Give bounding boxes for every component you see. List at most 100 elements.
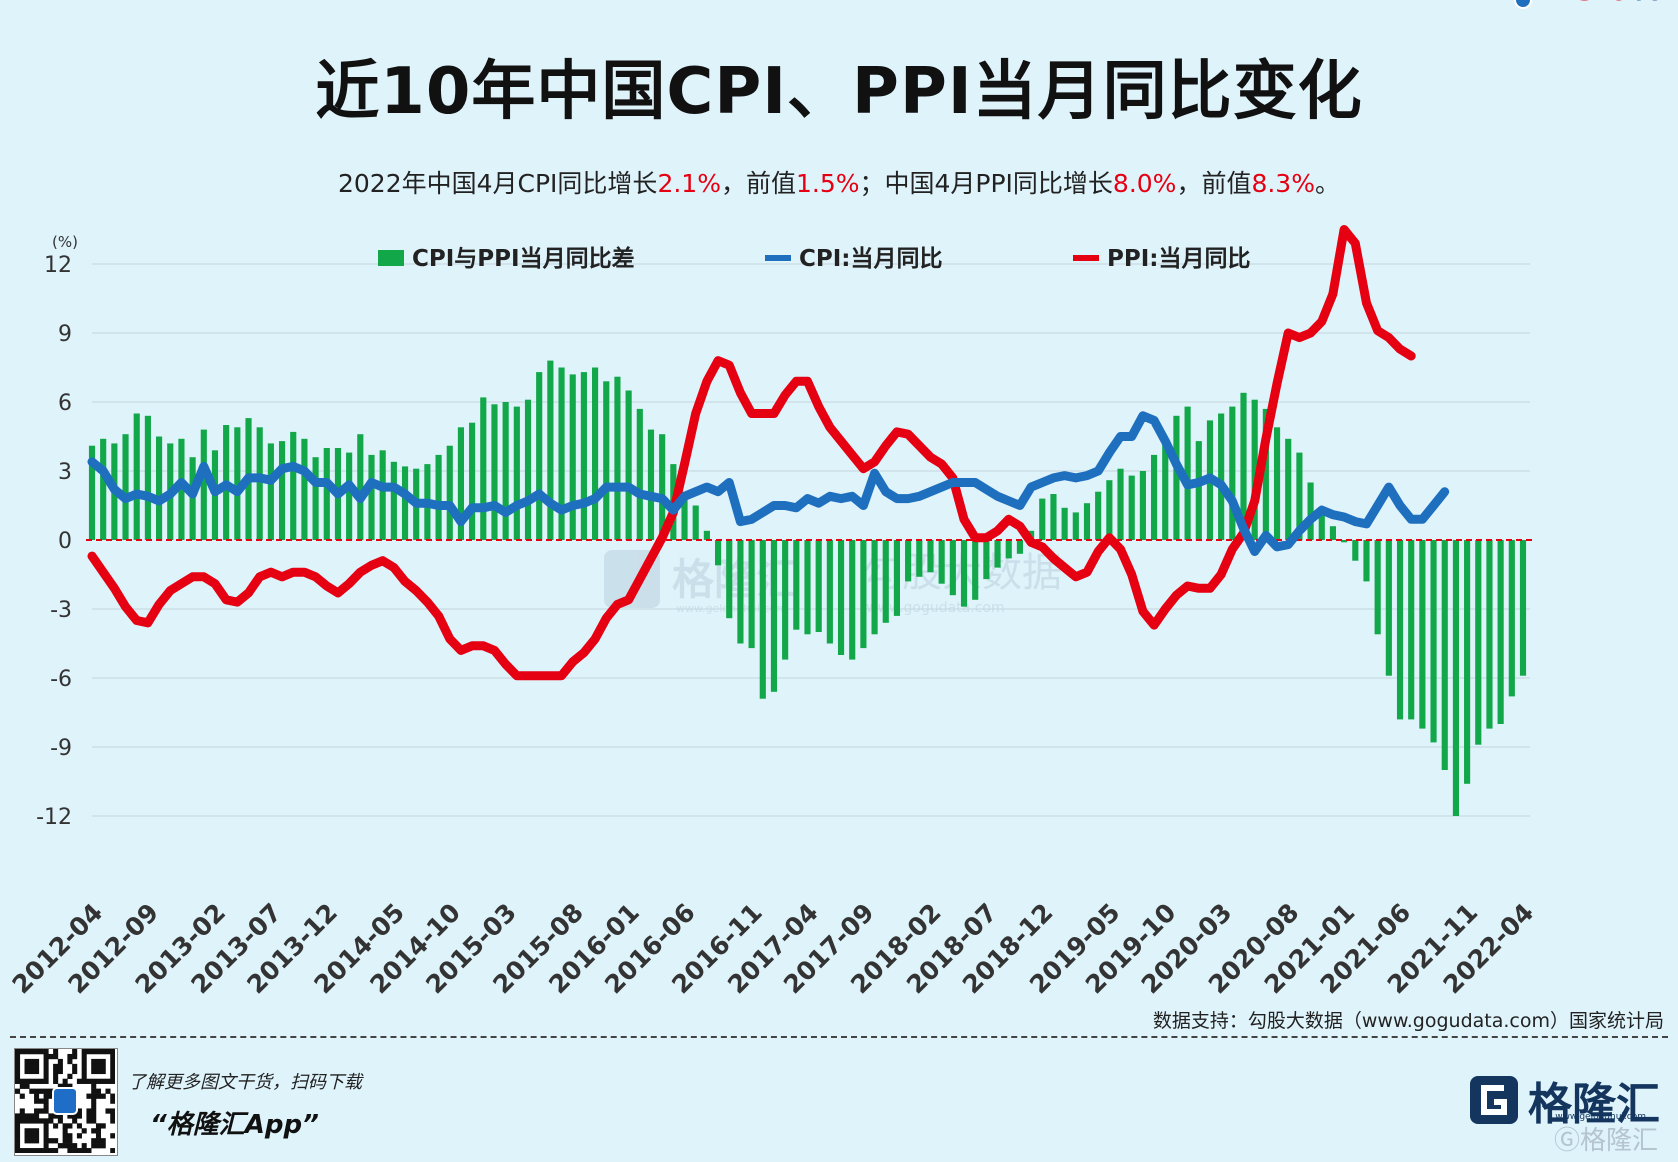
qr-module — [110, 1118, 115, 1124]
qr-module — [24, 1063, 30, 1070]
brand-logo-icon — [1470, 1076, 1518, 1124]
qr-module — [91, 1058, 97, 1065]
y-tick-label: 3 — [58, 460, 72, 485]
qr-module — [91, 1118, 97, 1124]
diff-bar — [1218, 413, 1225, 540]
qr-module — [29, 1078, 35, 1084]
qr-module — [24, 1068, 30, 1075]
diff-bar — [1117, 468, 1124, 540]
diff-bar — [927, 540, 934, 573]
qr-module — [24, 1118, 30, 1124]
y-axis-ticks: -12 -9 -6 -3 0 3 6 9 12 — [36, 253, 72, 830]
qr-module — [91, 1113, 97, 1119]
diff-bar — [1128, 475, 1135, 540]
diff-bar — [536, 372, 543, 540]
subtitle-value-cpi: 2.1% — [657, 169, 721, 198]
y-tick-label: 9 — [58, 322, 72, 347]
diff-bar — [178, 438, 185, 540]
diff-bar — [156, 436, 163, 540]
diff-bar — [1262, 408, 1269, 540]
qr-module — [95, 1143, 102, 1149]
legend-swatch-line — [1073, 255, 1099, 261]
qr-center-logo — [52, 1087, 78, 1115]
diff-bar — [1072, 512, 1079, 540]
qr-module — [48, 1138, 54, 1144]
qr-module — [29, 1049, 35, 1055]
subtitle-text-3: ；中国4月PPI同比增长 — [859, 169, 1113, 198]
diff-bar — [513, 406, 520, 540]
qr-module — [91, 1103, 97, 1109]
qr-module — [81, 1049, 87, 1055]
diff-bar — [681, 491, 688, 540]
qr-module — [100, 1058, 106, 1065]
qr-module — [110, 1098, 115, 1104]
qr-module — [110, 1049, 115, 1055]
diff-bar — [770, 540, 778, 692]
qr-module — [110, 1073, 115, 1080]
qr-module — [24, 1049, 30, 1055]
qr-module — [110, 1108, 115, 1114]
qr-module — [48, 1093, 54, 1099]
subtitle-text-2: ，前值 — [720, 169, 796, 198]
diff-bar — [256, 427, 263, 540]
diff-bar — [580, 372, 587, 540]
diff-bar — [1508, 540, 1515, 697]
qr-module — [34, 1063, 40, 1070]
diff-bar — [1296, 452, 1303, 540]
legend-swatch-bar — [378, 250, 404, 266]
qr-module — [86, 1093, 92, 1099]
diff-bar — [502, 402, 509, 540]
diff-bar — [390, 461, 397, 540]
diff-bar — [1452, 540, 1459, 816]
diff-bar — [960, 540, 968, 607]
qr-module — [29, 1063, 35, 1070]
x-axis-ticks: 2012-042012-092013-022013-072013-122014-… — [7, 898, 1540, 1000]
qr-module — [19, 1148, 25, 1153]
qr-module — [48, 1118, 54, 1124]
diff-bar — [1173, 415, 1180, 540]
qr-module — [24, 1138, 30, 1144]
qr-module — [29, 1088, 35, 1094]
subtitle-value-cpi-prev: 1.5% — [795, 169, 860, 198]
diff-bar — [826, 540, 833, 644]
qr-module — [110, 1078, 115, 1084]
diff-bar — [234, 427, 241, 540]
qr-module — [95, 1138, 102, 1144]
diff-bar — [301, 438, 308, 540]
diff-bar — [1273, 427, 1281, 540]
qr-code[interactable] — [14, 1048, 118, 1156]
diff-bar — [726, 540, 733, 619]
diff-bar — [312, 457, 319, 540]
qr-module — [34, 1078, 40, 1084]
qr-module — [15, 1143, 21, 1149]
qr-module — [43, 1098, 49, 1104]
qr-module — [62, 1138, 68, 1144]
qr-module — [67, 1148, 73, 1153]
diff-bar — [144, 415, 151, 540]
qr-module — [57, 1083, 63, 1089]
qr-module — [29, 1058, 35, 1065]
diff-bar — [290, 431, 297, 540]
qr-module — [38, 1049, 44, 1055]
diff-bar — [815, 540, 822, 632]
y-tick-label: -9 — [50, 736, 72, 761]
qr-module — [15, 1133, 21, 1139]
cpi-end-label: 2.1% — [1573, 0, 1662, 8]
qr-module — [43, 1068, 49, 1075]
diff-bar — [1061, 507, 1068, 540]
qr-module — [34, 1068, 40, 1075]
qr-module — [86, 1118, 92, 1124]
chart-subtitle: 2022年中国4月CPI同比增长2.1%，前值1.5%；中国4月PPI同比增长8… — [0, 164, 1678, 200]
qr-module — [57, 1063, 63, 1070]
diff-bar — [1352, 540, 1359, 561]
diff-bar — [1374, 540, 1381, 635]
qr-module — [19, 1118, 25, 1124]
qr-module — [29, 1138, 35, 1144]
legend-label: CPI与PPI当月同比差 — [412, 245, 635, 272]
qr-module — [105, 1049, 111, 1055]
qr-module — [53, 1049, 59, 1055]
diff-bar — [916, 540, 923, 577]
diff-bar — [1150, 454, 1158, 540]
qr-module — [29, 1113, 35, 1119]
qr-module — [95, 1133, 102, 1139]
